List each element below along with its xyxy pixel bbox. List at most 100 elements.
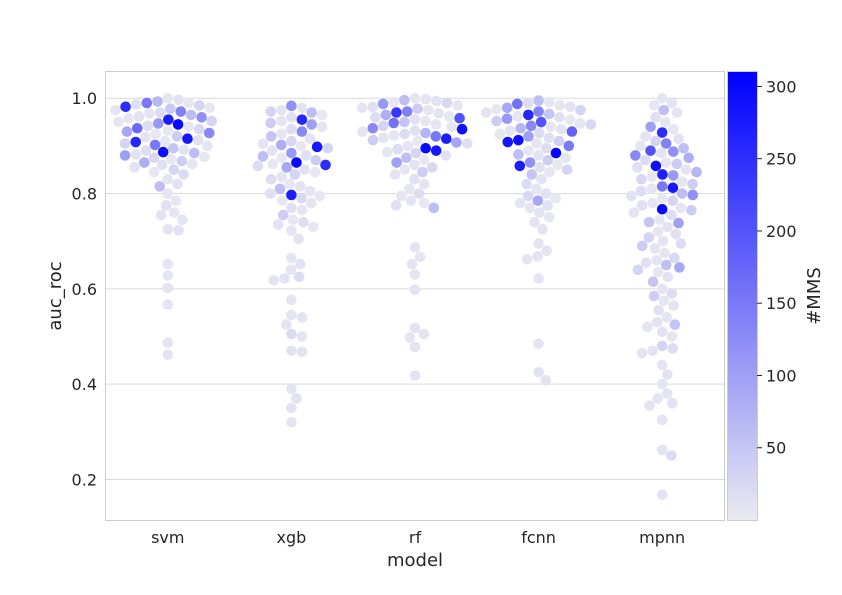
data-point (441, 133, 452, 145)
data-point (276, 128, 288, 140)
data-point (642, 321, 653, 333)
data-point (676, 188, 688, 199)
data-point (540, 142, 552, 154)
data-point (370, 111, 381, 123)
data-point (155, 209, 167, 221)
data-point (544, 166, 555, 178)
data-point (144, 108, 155, 119)
data-point (168, 142, 179, 154)
data-point (203, 127, 215, 139)
data-point (667, 397, 678, 409)
data-point (523, 109, 534, 121)
data-point (668, 146, 679, 157)
data-point (525, 120, 537, 132)
data-point (284, 178, 296, 190)
data-point (286, 202, 297, 214)
data-point (281, 162, 293, 173)
data-point (173, 94, 184, 105)
data-point (659, 247, 670, 259)
data-point (541, 245, 552, 257)
data-point (152, 118, 164, 129)
x-tick-label: xgb (277, 528, 307, 547)
data-point (648, 290, 660, 302)
data-point (533, 106, 544, 117)
data-point (656, 378, 668, 390)
data-point (367, 101, 378, 113)
data-point (545, 121, 557, 133)
data-point (640, 154, 651, 166)
data-point (656, 444, 668, 456)
data-point (399, 164, 411, 176)
data-point (686, 204, 697, 216)
data-point (542, 154, 554, 166)
data-point (656, 283, 668, 295)
data-point (652, 266, 664, 278)
data-point (193, 123, 205, 135)
data-point (666, 288, 678, 299)
data-point (268, 274, 280, 286)
data-point (149, 139, 161, 151)
data-point (286, 147, 297, 159)
data-point (643, 216, 655, 228)
data-point (133, 111, 145, 122)
data-point (401, 152, 412, 164)
data-point (162, 270, 174, 281)
data-point (628, 207, 640, 218)
data-point (148, 152, 160, 164)
data-point (391, 107, 402, 118)
data-point (676, 176, 688, 187)
data-point (162, 92, 174, 104)
data-point (286, 416, 297, 428)
data-point (661, 369, 673, 380)
data-point (534, 162, 546, 173)
data-point (656, 489, 668, 501)
data-point (404, 183, 415, 195)
data-point (275, 139, 287, 151)
data-point (409, 284, 421, 296)
data-point (640, 257, 652, 268)
data-point (274, 183, 286, 195)
data-point (162, 282, 174, 294)
data-point (566, 126, 578, 137)
data-point (296, 114, 308, 125)
data-point (666, 209, 677, 221)
data-point (296, 192, 307, 204)
data-point (110, 104, 121, 116)
data-point (265, 117, 276, 129)
data-point (426, 162, 438, 173)
x-axis-label: model (387, 550, 443, 571)
data-point (286, 328, 297, 340)
y-tick-label: 0.6 (72, 280, 97, 299)
data-point (162, 337, 174, 349)
data-point (647, 345, 658, 357)
data-point (286, 252, 297, 264)
data-point (291, 393, 302, 404)
data-point (293, 271, 305, 283)
data-point (307, 221, 319, 233)
data-point (674, 262, 685, 273)
colorbar-ticks: 50 100 150 200 250 300 (757, 77, 797, 458)
data-point (173, 224, 184, 236)
data-point (409, 370, 421, 381)
data-point (513, 134, 524, 146)
data-point (420, 127, 431, 139)
data-point (420, 115, 432, 127)
data-point (430, 131, 442, 142)
data-point (535, 116, 547, 128)
data-point (644, 400, 655, 411)
data-point (183, 97, 195, 109)
data-point (278, 209, 289, 221)
colorbar-tick-label: 300 (766, 77, 797, 96)
data-point (650, 111, 662, 123)
data-point (660, 138, 672, 149)
data-point (409, 242, 421, 253)
data-point (171, 131, 183, 142)
data-point (265, 173, 277, 185)
data-point (645, 121, 656, 133)
data-point (574, 118, 586, 129)
data-point (412, 135, 423, 147)
data-point (157, 146, 169, 158)
data-point (648, 100, 660, 111)
data-point (433, 108, 444, 119)
data-point (295, 140, 307, 152)
